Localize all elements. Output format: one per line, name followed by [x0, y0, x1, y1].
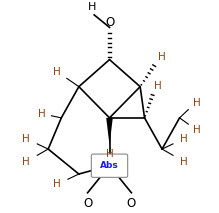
Text: H: H	[180, 134, 188, 144]
Text: H: H	[180, 157, 188, 167]
Text: H: H	[38, 109, 46, 119]
FancyBboxPatch shape	[91, 154, 128, 177]
Text: O: O	[83, 197, 92, 210]
Text: H: H	[106, 149, 113, 159]
Text: Abs: Abs	[100, 161, 119, 170]
Text: H: H	[22, 157, 30, 167]
Text: O: O	[105, 16, 114, 29]
Text: H: H	[154, 81, 162, 91]
Text: H: H	[22, 134, 30, 144]
Text: H: H	[53, 179, 61, 189]
Text: O: O	[127, 197, 136, 210]
Text: H: H	[193, 98, 201, 108]
Text: H: H	[158, 52, 165, 62]
Text: H: H	[53, 67, 61, 77]
Text: H: H	[88, 2, 96, 12]
Polygon shape	[106, 118, 113, 145]
Text: H: H	[193, 125, 201, 135]
